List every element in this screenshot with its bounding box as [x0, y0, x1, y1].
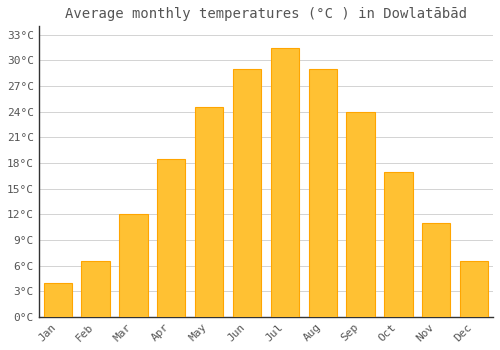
Bar: [44, 282, 72, 317]
Bar: [346, 112, 375, 317]
Bar: [308, 69, 337, 317]
Bar: [460, 261, 488, 317]
Bar: [422, 223, 450, 317]
Bar: [233, 69, 261, 317]
Bar: [384, 172, 412, 317]
Bar: [119, 214, 148, 317]
Title: Average monthly temperatures (°C ) in Dowlatābād: Average monthly temperatures (°C ) in Do…: [65, 7, 467, 21]
Bar: [82, 261, 110, 317]
Bar: [270, 48, 299, 317]
Bar: [157, 159, 186, 317]
Bar: [195, 107, 224, 317]
